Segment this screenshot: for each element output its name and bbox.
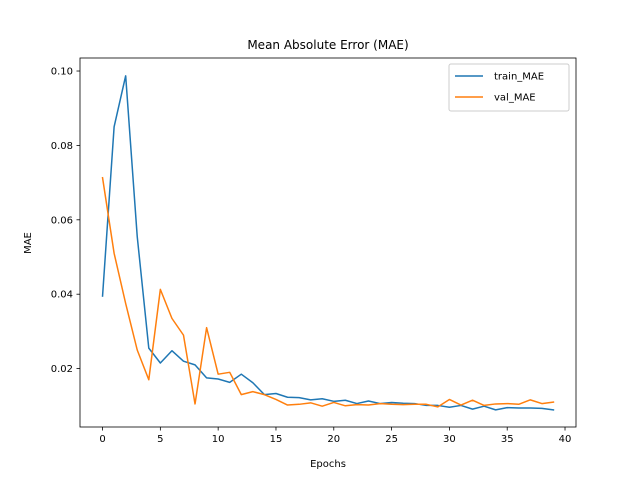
legend: train_MAE val_MAE: [448, 63, 570, 112]
x-tick-label: 10: [212, 434, 225, 445]
chart-title: Mean Absolute Error (MAE): [247, 38, 408, 52]
x-tick-label: 0: [99, 434, 105, 445]
y-tick-label: 0.08: [51, 141, 73, 152]
x-axis-label: Epochs: [310, 459, 346, 470]
x-tick-label: 30: [443, 434, 456, 445]
y-tick-label: 0.06: [51, 215, 73, 226]
plot-lines: [101, 75, 555, 411]
y-axis-ticks: 0.02 0.04 0.06 0.08 0.10: [51, 67, 80, 375]
series-line-val-mae: [101, 176, 555, 408]
x-tick-label: 25: [385, 434, 398, 445]
x-tick-label: 20: [327, 434, 340, 445]
legend-label: train_MAE: [494, 72, 544, 83]
series-line-train-mae: [101, 75, 555, 411]
x-axis-ticks: 0 5 10 15 20 25 30 35 40: [99, 427, 571, 445]
y-tick-label: 0.04: [51, 290, 73, 301]
x-tick-label: 5: [157, 434, 163, 445]
x-tick-label: 40: [559, 434, 572, 445]
plot-frame: [79, 57, 577, 428]
y-tick-label: 0.02: [51, 364, 73, 375]
y-axis-label: MAE: [23, 232, 34, 254]
x-tick-label: 35: [501, 434, 514, 445]
legend-items: train_MAE val_MAE: [455, 72, 544, 104]
x-tick-label: 15: [270, 434, 283, 445]
y-tick-label: 0.10: [51, 67, 73, 78]
legend-label: val_MAE: [494, 93, 536, 104]
